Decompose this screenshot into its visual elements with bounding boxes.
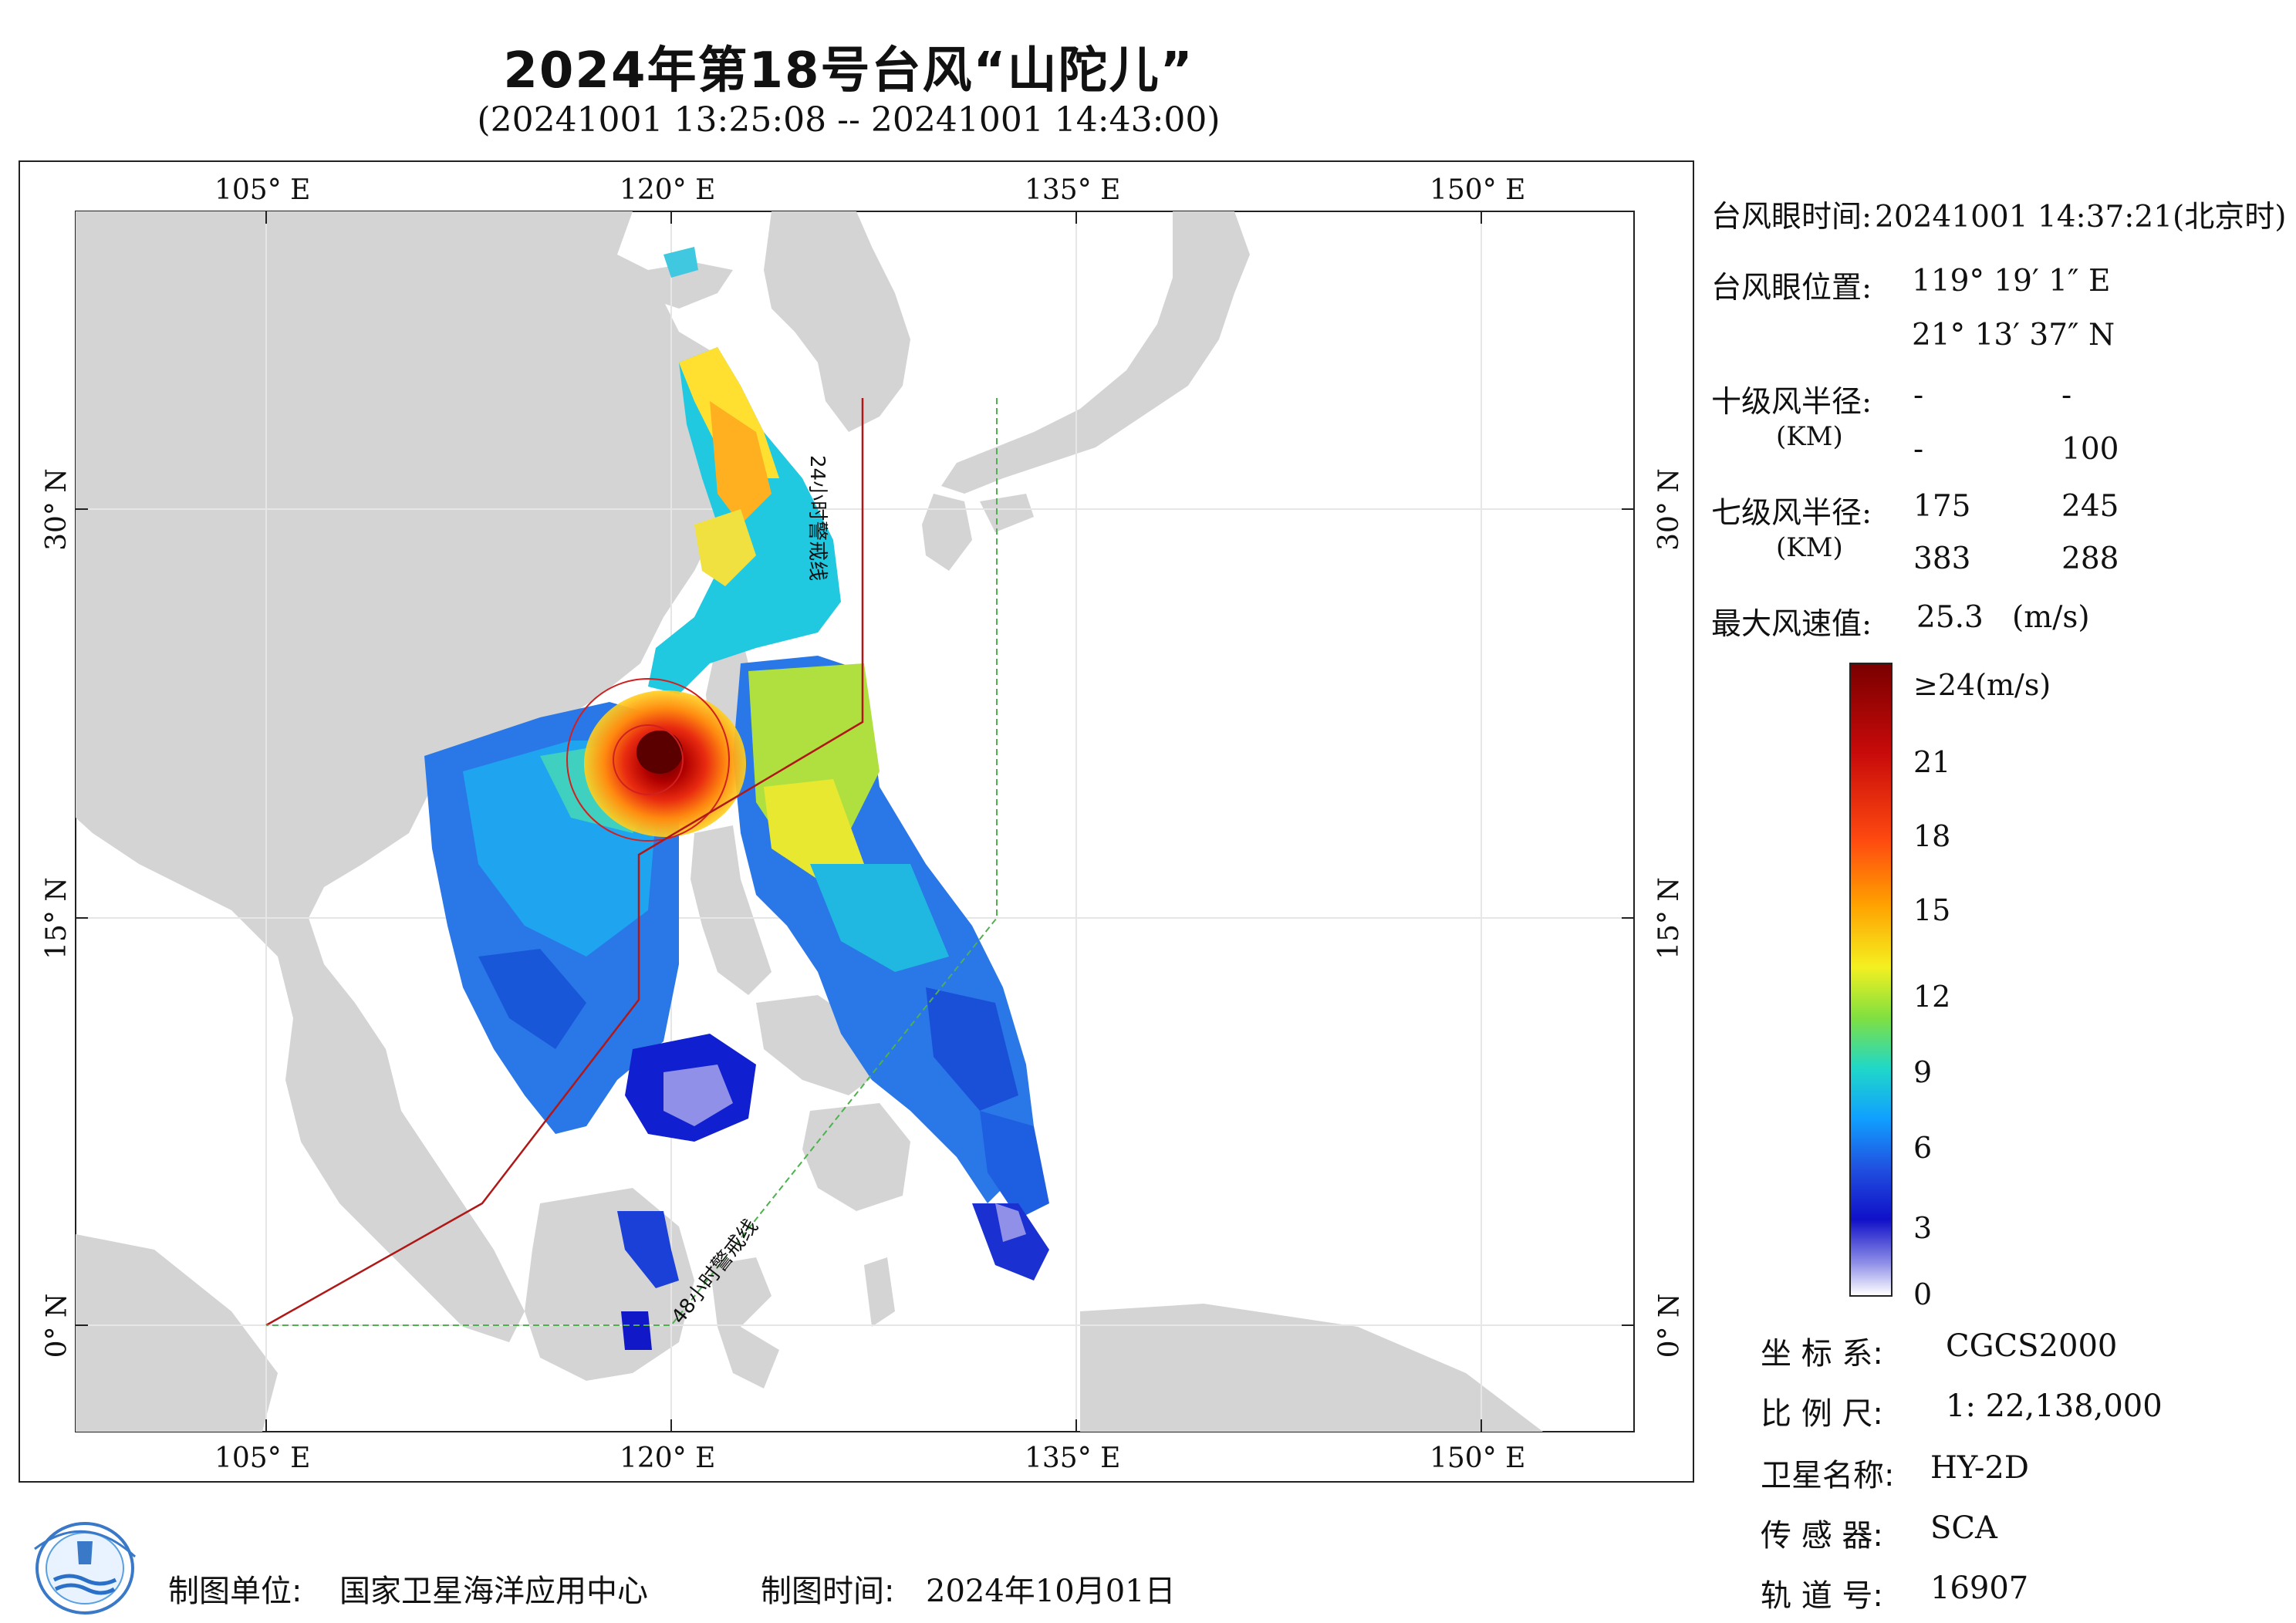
colorbar-label-12: 12 bbox=[1913, 980, 1951, 1014]
sensor-value: SCA bbox=[1930, 1510, 1997, 1546]
r10-label: 十级风半径: bbox=[1711, 385, 1872, 420]
colorbar-label-24: ≥24(m/s) bbox=[1913, 668, 2051, 702]
lat-label-right-15: 15° N bbox=[1653, 877, 1685, 960]
r10-value-2: - bbox=[2061, 378, 2072, 413]
sensor-label: 传 感 器: bbox=[1761, 1518, 1883, 1554]
colorbar-label-3: 3 bbox=[1913, 1211, 1933, 1245]
r7-label: 七级风半径: bbox=[1711, 496, 1872, 531]
lat-label-left-0: 0° N bbox=[41, 1293, 73, 1358]
eye-latitude: 21° 13′ 37″ N bbox=[1912, 318, 2115, 353]
colorbar bbox=[1849, 663, 1893, 1297]
crs-value: CGCS2000 bbox=[1946, 1328, 2118, 1364]
r7-value-4: 288 bbox=[2061, 542, 2119, 576]
map-frame bbox=[19, 160, 1694, 1483]
r10-value-3: - bbox=[1913, 432, 1924, 467]
lon-label-top-105: 105° E bbox=[214, 174, 311, 206]
land-japan-kyushu bbox=[922, 494, 972, 571]
colorbar-label-18: 18 bbox=[1913, 819, 1951, 853]
nsoas-logo-icon bbox=[34, 1522, 137, 1615]
eye-longitude: 119° 19′ 1″ E bbox=[1912, 264, 2111, 299]
eye-time-label: 台风眼时间: bbox=[1711, 200, 1872, 235]
production-time-value: 2024年10月01日 bbox=[926, 1574, 1176, 1609]
land-japan-shikoku bbox=[980, 494, 1034, 532]
lat-label-right-0: 0° N bbox=[1653, 1293, 1686, 1358]
axis-ticks bbox=[76, 211, 1634, 1432]
colorbar-label-0: 0 bbox=[1913, 1277, 1933, 1311]
colorbar-label-15: 15 bbox=[1913, 893, 1951, 927]
satellite-label: 卫星名称: bbox=[1761, 1458, 1895, 1493]
lon-label-bottom-105: 105° E bbox=[214, 1442, 311, 1474]
r7-value-1: 175 bbox=[1913, 489, 1971, 524]
land-mainland-asia bbox=[76, 211, 741, 1342]
map-title: 2024年第18号台风“山陀儿” bbox=[503, 42, 1194, 100]
r7-value-3: 383 bbox=[1913, 542, 1971, 576]
land-shandong bbox=[648, 262, 733, 309]
r7-value-2: 245 bbox=[2061, 489, 2119, 524]
warning-line-24h-label: 24小时警戒线 bbox=[805, 455, 829, 582]
max-wind-unit: (m/s) bbox=[2012, 600, 2090, 635]
land-luzon bbox=[690, 825, 772, 995]
land-mindanao bbox=[802, 1103, 910, 1211]
observation-time-range: (20241001 13:25:08 -- 20241001 14:43:00) bbox=[477, 100, 1221, 140]
land-new-guinea bbox=[1080, 1304, 1543, 1432]
lon-label-top-150: 150° E bbox=[1430, 174, 1526, 206]
land-moluccas bbox=[864, 1257, 895, 1327]
lon-label-top-135: 135° E bbox=[1025, 174, 1121, 206]
orbit-value: 16907 bbox=[1930, 1571, 2029, 1606]
lon-label-bottom-120: 120° E bbox=[620, 1442, 716, 1474]
land-layer bbox=[76, 211, 1543, 1432]
max-wind-label: 最大风速值: bbox=[1711, 607, 1872, 642]
producer-value: 国家卫星海洋应用中心 bbox=[339, 1574, 648, 1609]
typhoon-eye bbox=[636, 731, 683, 774]
land-sulawesi bbox=[710, 1257, 779, 1388]
lat-label-left-30: 30° N bbox=[40, 468, 73, 551]
warning-line-24h bbox=[265, 398, 864, 1327]
lon-label-bottom-135: 135° E bbox=[1025, 1442, 1121, 1474]
r10-unit: (KM) bbox=[1776, 421, 1843, 452]
crs-label: 坐 标 系: bbox=[1761, 1336, 1883, 1372]
lon-label-top-120: 120° E bbox=[620, 174, 716, 206]
lat-label-left-15: 15° N bbox=[40, 877, 73, 960]
eye-position-label: 台风眼位置: bbox=[1711, 271, 1872, 305]
lat-label-right-30: 30° N bbox=[1653, 468, 1685, 551]
scale-label: 比 例 尺: bbox=[1761, 1396, 1883, 1432]
r10-value-1: - bbox=[1913, 378, 1924, 413]
orbit-label: 轨 道 号: bbox=[1761, 1578, 1883, 1614]
scale-value: 1: 22,138,000 bbox=[1946, 1388, 2163, 1424]
eye-time-value: 20241001 14:37:21(北京时) bbox=[1875, 200, 2287, 235]
producer-label: 制图单位: bbox=[168, 1574, 302, 1609]
satellite-value: HY-2D bbox=[1930, 1450, 2029, 1486]
production-time-label: 制图时间: bbox=[761, 1574, 895, 1609]
max-wind-value: 25.3 bbox=[1916, 600, 1984, 635]
wind-radius-circle-r7 bbox=[566, 678, 730, 842]
colorbar-label-21: 21 bbox=[1913, 745, 1951, 779]
colorbar-label-6: 6 bbox=[1913, 1131, 1933, 1165]
colorbar-gradient bbox=[1851, 664, 1891, 1295]
warning-line-48h bbox=[266, 398, 998, 1326]
wind-swath-south bbox=[617, 1034, 1049, 1350]
land-sumatra bbox=[76, 1234, 278, 1432]
wind-swath-east bbox=[733, 656, 1049, 1219]
lon-label-bottom-150: 150° E bbox=[1430, 1442, 1526, 1474]
land-japan-honshu bbox=[941, 211, 1250, 494]
r10-value-4: 100 bbox=[2061, 432, 2119, 467]
r7-unit: (KM) bbox=[1776, 532, 1843, 563]
land-korea bbox=[764, 211, 910, 432]
wind-radius-circle-r10 bbox=[613, 724, 684, 795]
wind-swath-north bbox=[648, 247, 841, 694]
colorbar-label-9: 9 bbox=[1913, 1055, 1933, 1089]
